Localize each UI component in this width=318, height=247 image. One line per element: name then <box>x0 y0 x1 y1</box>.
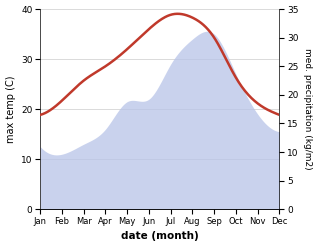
Y-axis label: max temp (C): max temp (C) <box>5 75 16 143</box>
X-axis label: date (month): date (month) <box>121 231 199 242</box>
Y-axis label: med. precipitation (kg/m2): med. precipitation (kg/m2) <box>303 48 313 170</box>
